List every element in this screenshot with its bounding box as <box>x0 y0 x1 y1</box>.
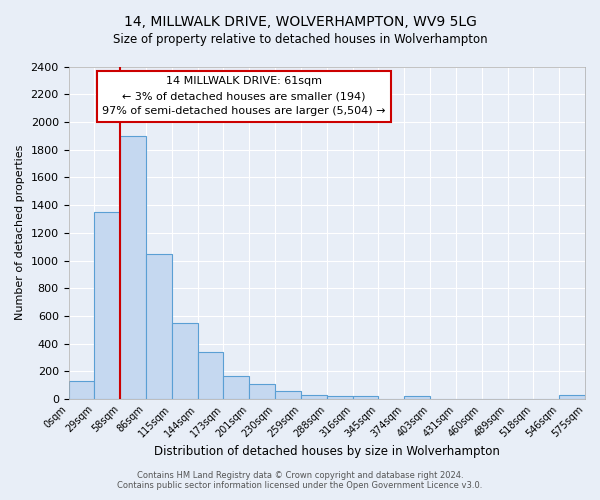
Bar <box>275 391 301 399</box>
Bar <box>197 352 223 399</box>
Bar <box>94 212 120 399</box>
Bar <box>249 384 275 399</box>
Bar <box>327 396 353 399</box>
Bar <box>120 136 146 399</box>
Bar <box>353 396 379 399</box>
X-axis label: Distribution of detached houses by size in Wolverhampton: Distribution of detached houses by size … <box>154 444 500 458</box>
Bar <box>146 254 172 399</box>
Bar <box>223 376 249 399</box>
Text: 14, MILLWALK DRIVE, WOLVERHAMPTON, WV9 5LG: 14, MILLWALK DRIVE, WOLVERHAMPTON, WV9 5… <box>124 15 476 29</box>
Y-axis label: Number of detached properties: Number of detached properties <box>15 145 25 320</box>
Bar <box>559 395 585 399</box>
Bar <box>172 323 197 399</box>
Text: Size of property relative to detached houses in Wolverhampton: Size of property relative to detached ho… <box>113 32 487 46</box>
Bar <box>301 395 327 399</box>
Text: Contains HM Land Registry data © Crown copyright and database right 2024.
Contai: Contains HM Land Registry data © Crown c… <box>118 470 482 490</box>
Text: 14 MILLWALK DRIVE: 61sqm
← 3% of detached houses are smaller (194)
97% of semi-d: 14 MILLWALK DRIVE: 61sqm ← 3% of detache… <box>103 76 386 116</box>
Bar <box>404 396 430 399</box>
Bar <box>68 381 94 399</box>
